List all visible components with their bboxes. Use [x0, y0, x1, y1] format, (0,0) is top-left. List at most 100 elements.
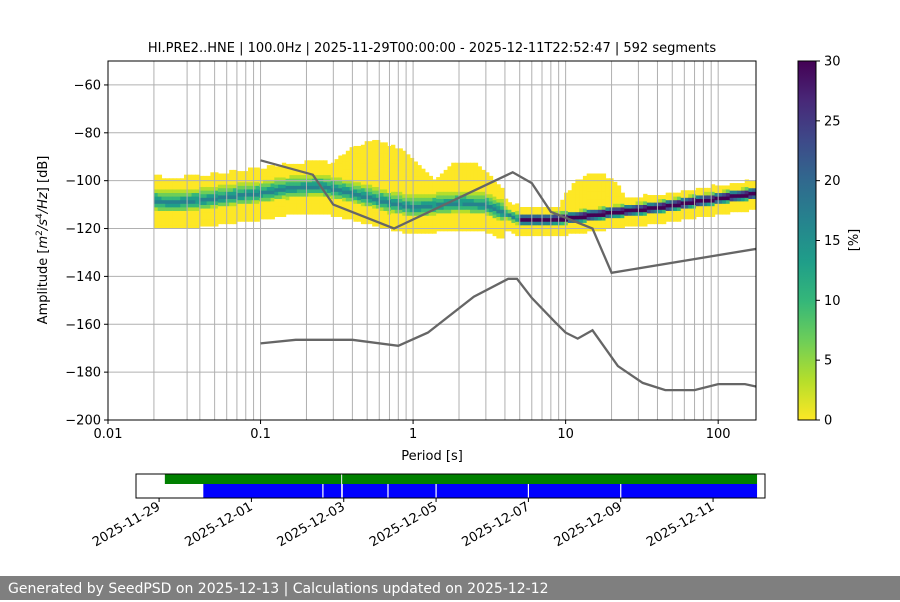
heatmap-cell [153, 199, 159, 204]
heatmap-cell [342, 215, 347, 220]
heatmap-cell [688, 204, 693, 209]
heatmap-cell [526, 228, 531, 233]
heatmap-cell [552, 217, 558, 222]
heatmap-cell [616, 189, 622, 194]
heatmap-cell [740, 193, 746, 198]
horizontal-gridlines [108, 84, 756, 373]
heatmap-cell [424, 186, 430, 191]
heatmap-cell [248, 192, 253, 197]
heatmap-cell [217, 209, 223, 214]
heatmap-cell [684, 201, 689, 205]
heatmap-cell [210, 197, 215, 202]
heatmap-cell [390, 155, 396, 160]
heatmap-cell [409, 165, 415, 170]
heatmap-cell [586, 184, 592, 189]
heatmap-cell [616, 221, 622, 226]
heatmap-cell [646, 202, 652, 207]
heatmap-cell [398, 187, 403, 192]
heatmap-cell [270, 208, 275, 213]
heatmap-cell [669, 214, 674, 219]
heatmap-cell [293, 174, 298, 179]
heatmap-cell [470, 187, 475, 192]
heatmap-cell [492, 232, 497, 237]
heatmap-cell [744, 186, 750, 191]
heatmap-cell [496, 191, 501, 196]
heatmap-cell [165, 210, 170, 215]
heatmap-cell [582, 175, 588, 180]
heatmap-cell [492, 224, 497, 229]
heatmap-cell [458, 173, 464, 178]
heatmap-cell [496, 198, 501, 203]
heatmap-cell [342, 175, 347, 180]
heatmap-cell [462, 209, 467, 214]
heatmap-cell [688, 190, 693, 195]
heatmap-cell [473, 191, 479, 196]
heatmap-cell [470, 223, 475, 228]
heatmap-cell [443, 177, 449, 182]
heatmap-cell [240, 181, 245, 186]
heatmap-cell [594, 209, 599, 214]
heatmap-cell [244, 199, 249, 204]
heatmap-cell [594, 202, 599, 207]
heatmap-cell [733, 190, 738, 195]
heatmap-cell [406, 154, 411, 159]
heatmap-cell [406, 215, 411, 220]
heatmap-cell [383, 189, 388, 194]
heatmap-cell [661, 209, 667, 214]
heatmap-cell [315, 163, 321, 168]
heatmap-cell [236, 181, 242, 186]
heatmap-cell [635, 197, 640, 202]
heatmap-cell [714, 192, 719, 197]
heatmap-cell [590, 177, 595, 182]
heatmap-cell [680, 204, 686, 209]
heatmap-cell [564, 199, 569, 204]
heatmap-cell [624, 204, 629, 209]
heatmap-cell [293, 171, 298, 176]
heatmap-cell [214, 172, 219, 177]
heatmap-cell [545, 224, 550, 229]
heatmap-cell [722, 196, 727, 201]
heatmap-cell [424, 190, 430, 195]
heatmap-cell [255, 167, 260, 172]
heatmap-cell [199, 186, 204, 191]
heatmap-cell [518, 228, 524, 233]
heatmap-cell [458, 216, 464, 221]
heatmap-cell [748, 195, 753, 200]
heatmap-cell [470, 202, 475, 207]
heatmap-cell [605, 185, 610, 190]
heatmap-cell [406, 186, 411, 191]
heatmap-cell [157, 224, 163, 229]
heatmap-cell [390, 220, 396, 225]
heatmap-cell [319, 203, 324, 208]
heatmap-cell [402, 190, 407, 195]
heatmap-cell [703, 191, 708, 196]
heatmap-cell [646, 195, 652, 200]
heatmap-cell [379, 163, 385, 168]
heatmap-cell [206, 190, 211, 195]
heatmap-cell [488, 211, 494, 216]
heatmap-cell [296, 181, 302, 186]
heatmap-cell [462, 212, 467, 217]
heatmap-cell [221, 216, 227, 221]
heatmap-cell [729, 197, 735, 202]
heatmap-cell [161, 181, 166, 186]
heatmap-cell [255, 206, 260, 211]
data-available-bar [342, 474, 758, 484]
heatmap-cell [462, 205, 467, 210]
heatmap-cell [394, 195, 400, 200]
heatmap-cell [447, 205, 452, 210]
heatmap-cell [454, 191, 460, 196]
heatmap-cell [342, 186, 347, 191]
heatmap-cell [409, 197, 415, 202]
heatmap-cell [567, 204, 573, 209]
heatmap-cell [515, 214, 520, 219]
heatmap-cell [195, 210, 200, 215]
heatmap-cell [357, 160, 362, 165]
heatmap-cell [669, 217, 674, 222]
heatmap-cell [191, 203, 196, 208]
heatmap-cell [191, 185, 196, 190]
heatmap-cell [665, 196, 671, 201]
heatmap-cell [439, 187, 445, 192]
heatmap-cell [327, 189, 332, 194]
heatmap-cell [390, 205, 396, 210]
